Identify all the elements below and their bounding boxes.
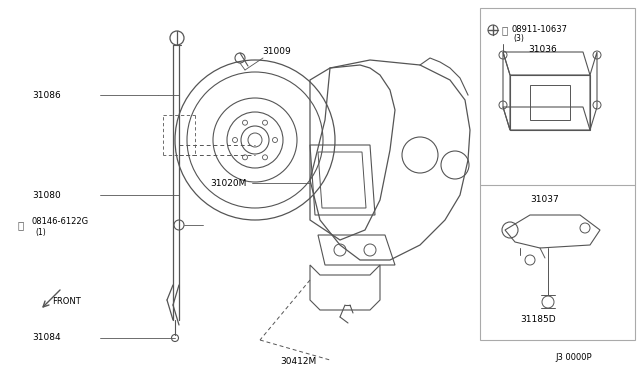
Text: 31036: 31036	[528, 45, 557, 55]
Text: (3): (3)	[513, 35, 524, 44]
Text: 31080: 31080	[32, 190, 61, 199]
Text: 31084: 31084	[32, 334, 61, 343]
Text: 30412M: 30412M	[280, 357, 316, 366]
Text: 08146-6122G: 08146-6122G	[32, 218, 89, 227]
Text: 08911-10637: 08911-10637	[511, 26, 567, 35]
Text: 31086: 31086	[32, 90, 61, 99]
Text: Ⓑ: Ⓑ	[18, 220, 24, 230]
Text: 31009: 31009	[262, 48, 291, 57]
Text: FRONT: FRONT	[52, 298, 81, 307]
Text: 31185D: 31185D	[520, 315, 556, 324]
Text: Ⓝ: Ⓝ	[501, 25, 508, 35]
Text: 31037: 31037	[530, 196, 559, 205]
Bar	[480, 8, 635, 340]
Text: 31020M: 31020M	[210, 179, 246, 187]
Text: (1): (1)	[35, 228, 45, 237]
Text: J3 0000P: J3 0000P	[555, 353, 591, 362]
